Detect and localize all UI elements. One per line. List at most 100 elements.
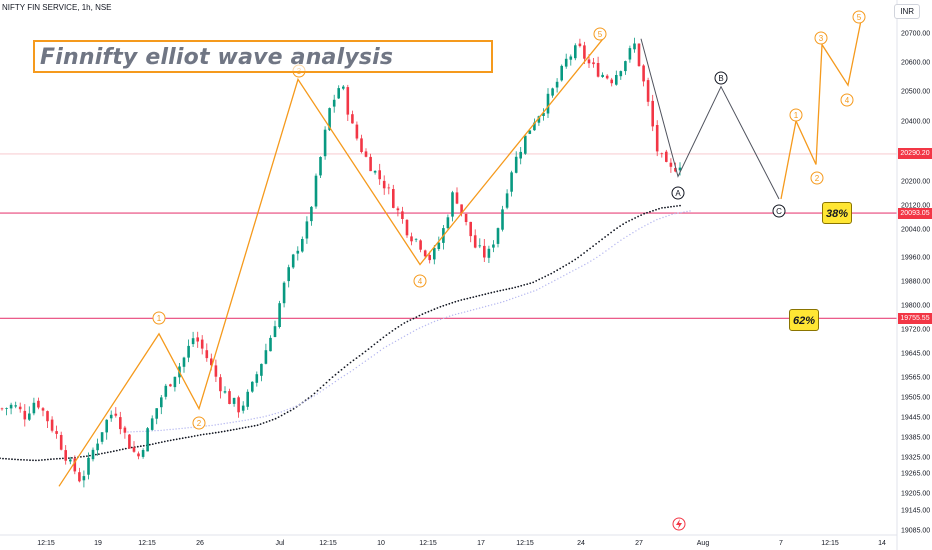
y-tick-label: 20200.00 xyxy=(901,179,930,186)
fast-ma-dot xyxy=(325,387,328,389)
fast-ma-dot xyxy=(295,405,297,407)
slow-ma-dot xyxy=(103,452,106,454)
candle-body xyxy=(514,156,518,173)
slow-ma-dot xyxy=(139,445,142,448)
candle-body xyxy=(392,189,395,208)
fast-ma-dot xyxy=(524,293,526,295)
slow-ma-dot xyxy=(35,459,37,462)
candle-body xyxy=(555,81,559,88)
fast-ma-dot xyxy=(415,328,418,331)
fast-ma-dot xyxy=(403,335,406,337)
impulse-wave-marker xyxy=(152,311,166,325)
candle-body xyxy=(633,43,636,50)
candle-body xyxy=(551,88,554,96)
slow-ma-dot xyxy=(23,459,25,461)
candle-body xyxy=(401,211,404,219)
fast-ma-dot xyxy=(331,383,334,385)
x-tick-label: 14 xyxy=(878,540,886,547)
fast-ma-dot xyxy=(262,416,264,418)
y-tick-label: 19960.00 xyxy=(901,255,930,262)
slow-ma-dot xyxy=(646,211,648,214)
slow-ma-dot xyxy=(286,411,289,414)
fast-ma-dot xyxy=(587,262,589,264)
candle-body xyxy=(160,397,163,408)
candle-body xyxy=(542,112,545,116)
candle-body xyxy=(269,337,272,352)
fast-ma-dot xyxy=(665,215,667,218)
candle-body xyxy=(346,87,350,115)
candle-body xyxy=(660,153,664,155)
slow-ma-dot xyxy=(526,283,529,285)
candle-body xyxy=(651,100,654,127)
slow-ma-dot xyxy=(190,435,193,438)
fast-ma-dot xyxy=(599,254,601,257)
lightning-icon[interactable] xyxy=(672,517,686,531)
candle-body xyxy=(132,447,136,452)
candle-body xyxy=(32,402,36,414)
annotation-box[interactable]: Finnifty elliot wave analysis xyxy=(33,40,493,73)
x-tick-label: 12:15 xyxy=(419,540,437,547)
slow-ma-dot xyxy=(259,423,262,425)
fast-ma-dot xyxy=(686,210,688,213)
candle-body xyxy=(91,449,95,460)
fib-62-label[interactable]: 62% xyxy=(789,309,819,331)
slow-ma-dot xyxy=(265,421,268,423)
candle-body xyxy=(59,435,63,450)
fast-ma-dot xyxy=(527,292,529,294)
fast-ma-dot xyxy=(593,258,595,260)
candle-body xyxy=(669,162,673,167)
fast-ma-dot xyxy=(271,413,273,416)
fast-ma-dot xyxy=(328,385,331,387)
x-tick-label: 12:15 xyxy=(138,540,156,547)
candle-body xyxy=(460,204,463,214)
slow-ma-dot xyxy=(20,458,22,461)
candle-body xyxy=(382,180,386,189)
candle-body xyxy=(373,170,377,173)
y-tick-label: 19445.00 xyxy=(901,415,930,422)
slow-ma-dot xyxy=(53,458,55,460)
fast-ma-dot xyxy=(349,371,352,373)
fast-ma-dot xyxy=(689,210,691,212)
candle-body xyxy=(396,208,400,211)
y-tick-label: 20120.00 xyxy=(901,203,930,210)
candle-body xyxy=(587,59,591,64)
fast-ma-dot xyxy=(259,416,261,419)
fast-ma-dot xyxy=(424,324,427,327)
slow-ma-dot xyxy=(379,338,382,341)
fast-ma-dot xyxy=(190,426,192,429)
slow-ma-dot xyxy=(520,284,523,287)
fib-38-label[interactable]: 38% xyxy=(822,202,852,224)
fast-ma-dot xyxy=(590,260,592,262)
fast-ma-dot xyxy=(578,267,580,269)
fast-ma-dot xyxy=(397,339,400,341)
slow-ma-dot xyxy=(400,324,403,326)
slow-ma-dot xyxy=(463,298,466,301)
slow-ma-dot xyxy=(547,274,550,276)
candle-body xyxy=(155,408,158,419)
fast-ma-dot xyxy=(175,428,177,430)
fast-ma-dot xyxy=(671,213,673,216)
y-tick-label: 19565.00 xyxy=(901,375,930,382)
slow-ma-dot xyxy=(331,376,334,378)
fast-ma-dot xyxy=(319,391,321,393)
fast-ma-dot xyxy=(163,429,165,431)
slow-ma-dot xyxy=(643,212,645,215)
slow-ma-dot xyxy=(59,457,61,460)
projection-wave-label: 1 xyxy=(794,111,799,120)
fast-ma-dot xyxy=(632,232,634,234)
y-tick-label: 19645.00 xyxy=(901,351,930,358)
fast-ma-dot xyxy=(388,344,391,346)
slow-ma-dot xyxy=(574,258,577,261)
slow-ma-dot xyxy=(598,240,600,243)
fast-ma-dot xyxy=(346,373,349,375)
candle-body xyxy=(273,326,277,337)
slow-ma-dot xyxy=(310,395,313,397)
fast-ma-dot xyxy=(184,427,186,429)
candle-body xyxy=(678,167,682,171)
candle-body xyxy=(260,363,263,376)
fast-ma-dot xyxy=(232,421,234,423)
fast-ma-dot xyxy=(611,246,613,248)
currency-badge[interactable]: INR xyxy=(894,4,920,19)
